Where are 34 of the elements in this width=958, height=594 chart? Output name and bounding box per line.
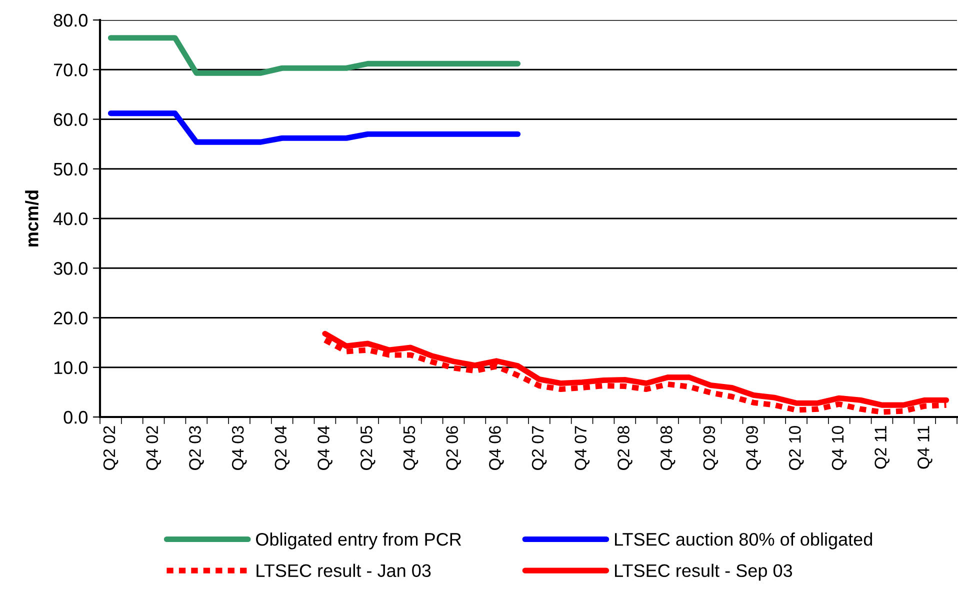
x-tick-label: Q2 09 <box>703 426 718 470</box>
x-tick-label: Q4 07 <box>574 426 590 470</box>
x-tick-label: Q4 11 <box>918 426 932 469</box>
legend-label: LTSEC result - Jan 03 <box>256 564 431 578</box>
x-tick-label: Q4 10 <box>832 426 847 470</box>
y-tick-label: 30.0 <box>54 262 88 275</box>
y-tick-label: 40.0 <box>53 212 88 226</box>
x-tick-label: Q4 03 <box>232 426 247 470</box>
x-tick-label: Q4 04 <box>318 426 332 470</box>
y-tick-label: 20.0 <box>54 312 88 324</box>
x-tick-label: Q4 09 <box>746 426 761 470</box>
x-tick-label: Q2 08 <box>618 426 632 470</box>
legend-label: LTSEC auction 80% of obligated <box>615 532 872 550</box>
y-tick-label: 0.0 <box>64 410 88 424</box>
y-tick-label: 60.0 <box>54 113 88 126</box>
y-tick-label: 80.0 <box>54 14 88 27</box>
x-tick-label: Q2 06 <box>446 426 461 470</box>
x-tick-label: Q4 08 <box>660 426 676 470</box>
x-tick-label: Q4 05 <box>403 426 418 470</box>
y-axis-title: mcm/d <box>25 190 39 246</box>
y-tick-label: 50.0 <box>54 162 88 176</box>
x-tick-label: Q2 07 <box>532 426 547 470</box>
y-tick-label: 70.0 <box>54 64 88 76</box>
x-tick-label: Q2 02 <box>103 426 118 470</box>
legend-label: Obligated entry from PCR <box>256 532 462 550</box>
x-tick-label: Q2 04 <box>274 426 290 470</box>
x-tick-label: Q2 10 <box>788 426 804 470</box>
x-tick-label: Q4 02 <box>146 426 162 470</box>
x-tick-label: Q2 05 <box>360 426 376 470</box>
y-tick-label: 10.0 <box>54 361 88 374</box>
x-tick-label: Q4 06 <box>489 426 504 470</box>
legend-label: LTSEC result - Sep 03 <box>615 564 792 581</box>
x-tick-label: Q2 03 <box>189 426 204 470</box>
x-tick-label: Q2 11 <box>874 426 890 469</box>
